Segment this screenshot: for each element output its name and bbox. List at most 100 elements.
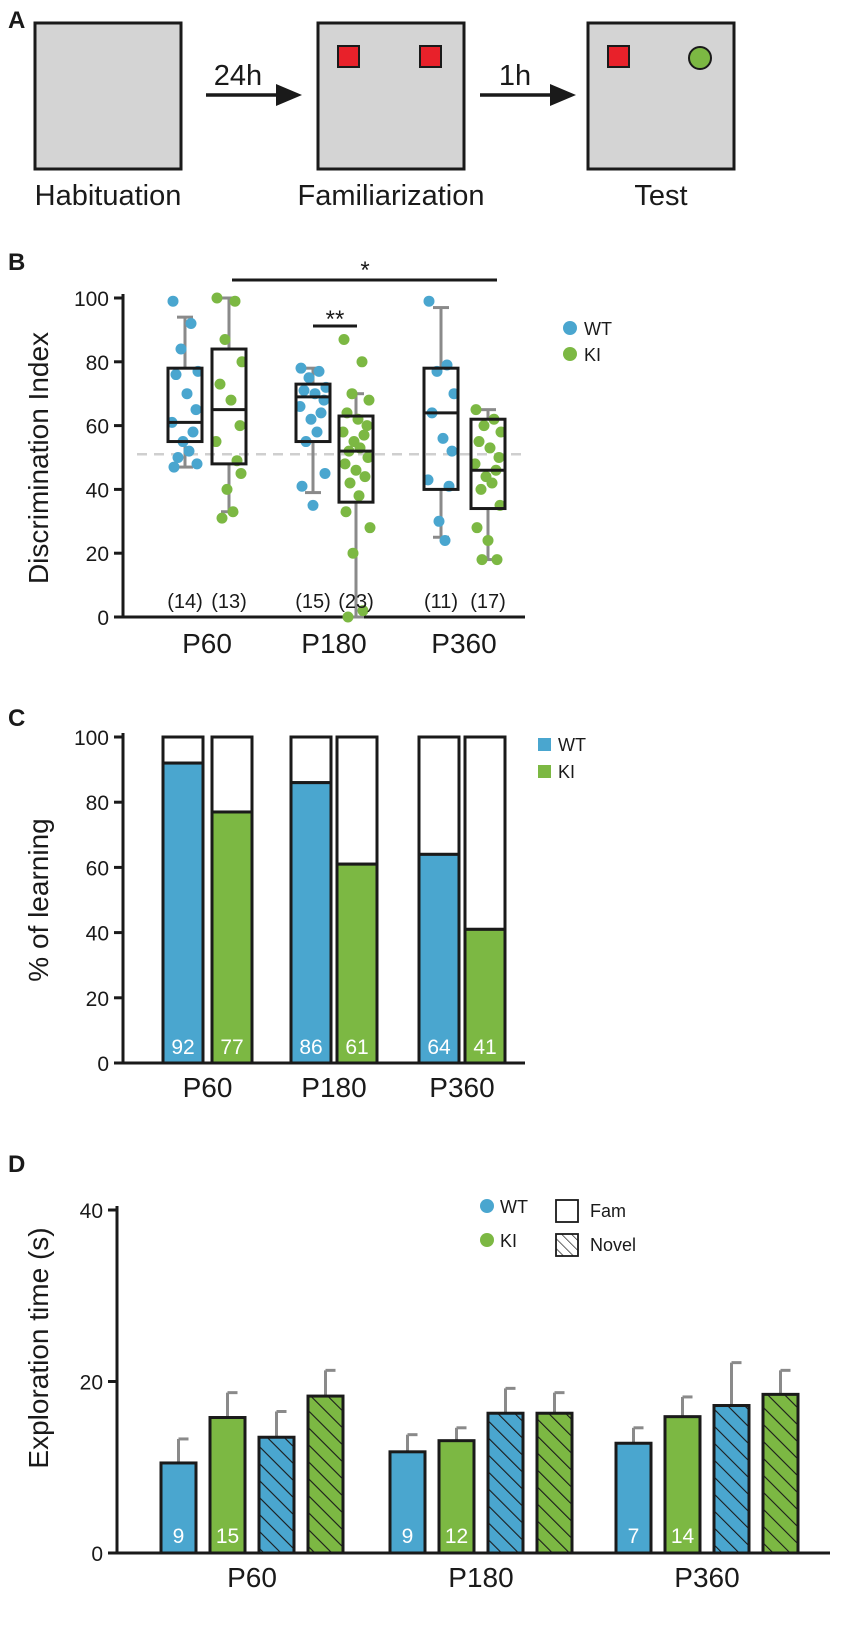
y-tick-label: 0 [97, 1053, 109, 1076]
panel-d: D Exploration time (s) 0 20 40 P60 P180 P360 9… [8, 1151, 830, 1593]
data-point [313, 365, 325, 377]
bar-ki [463, 927, 507, 1065]
arrowhead-24h [276, 84, 302, 106]
box-iqr [294, 382, 332, 444]
legend-ki-label: KI [558, 762, 575, 782]
legend-novel-label: Novel [590, 1235, 636, 1255]
arena-habituation [33, 21, 183, 171]
y-tick-label: 0 [91, 1543, 103, 1566]
legend: WT KI Fam Novel [480, 1197, 636, 1257]
data-point [191, 458, 203, 470]
panel-a: A Habituation 24h Familiarization 1h Tes… [8, 7, 736, 212]
bar-value-label: 86 [299, 1036, 322, 1059]
y-tick-label: 80 [86, 352, 109, 375]
legend-wt-marker [563, 321, 577, 335]
y-tick-label: 100 [74, 727, 109, 750]
data-point [295, 362, 307, 374]
bar-ki-novel [306, 1394, 345, 1555]
bar-ki-fam [208, 1416, 247, 1555]
panel-c: C % of learning 0 20 40 60 80 100 P60 P180 P360 9… [8, 705, 586, 1103]
n-label: (15) [295, 591, 331, 613]
bar-wt-novel [486, 1411, 525, 1555]
data-point [482, 534, 494, 546]
x-category-label: P180 [301, 1072, 366, 1103]
data-point [353, 490, 365, 502]
data-point [363, 394, 375, 406]
data-point [227, 506, 239, 518]
data-point [470, 404, 482, 416]
y-tick-label: 60 [86, 416, 109, 439]
y-tick-label: 40 [86, 923, 109, 946]
x-category-label: P60 [182, 628, 232, 659]
data-point [476, 554, 488, 566]
x-category-label: P60 [183, 1072, 233, 1103]
legend-ki-label: KI [584, 345, 601, 365]
arrowhead-1h [550, 84, 576, 106]
object-green-circle [688, 46, 712, 70]
bar-value-label: 92 [171, 1036, 194, 1059]
box-iqr [422, 366, 460, 491]
data-point [361, 420, 373, 432]
legend-ki-marker [563, 347, 577, 361]
bar-n-label: 15 [216, 1525, 239, 1548]
x-category-label: P360 [429, 1072, 494, 1103]
y-tick-label: 60 [86, 857, 109, 880]
y-tick-label: 20 [86, 988, 109, 1011]
box-iqr [469, 417, 507, 511]
bar-remainder [210, 735, 254, 814]
n-label: (11) [424, 591, 458, 613]
y-tick-label: 20 [80, 1372, 103, 1395]
x-category-label: P60 [227, 1562, 277, 1593]
arena-test [586, 21, 736, 171]
data-point [346, 388, 358, 400]
data-point [234, 420, 246, 432]
data-point [344, 477, 356, 489]
bar-wt-fam [159, 1461, 198, 1555]
data-point [423, 295, 435, 307]
data-point [358, 429, 370, 441]
y-tick-label: 20 [86, 543, 109, 566]
bar-wt-fam [388, 1450, 427, 1555]
data-point [172, 452, 184, 463]
data-point [190, 404, 202, 416]
legend-fam-label: Fam [590, 1201, 626, 1221]
data-point [311, 426, 323, 438]
panel-a-label: A [8, 7, 25, 34]
data-point [347, 547, 359, 559]
panel-b: B Discrimination Index 0 20 40 60 80 100 P60 P1… [8, 249, 612, 659]
data-point [211, 292, 223, 304]
x-category-label: P360 [431, 628, 496, 659]
bar-n-label: 9 [402, 1525, 414, 1548]
n-label: (14) [167, 591, 203, 613]
data-point [229, 295, 241, 307]
significance-label: * [360, 257, 369, 284]
data-point [433, 515, 445, 527]
data-point [185, 318, 197, 330]
data-point [439, 534, 451, 546]
bar-value-label: 61 [345, 1036, 368, 1059]
caption-test: Test [634, 180, 687, 212]
data-point [362, 452, 374, 463]
data-point [315, 407, 327, 419]
data-point [183, 445, 195, 457]
bar-ki-fam [437, 1439, 476, 1555]
data-point [357, 605, 369, 617]
y-axis-title: % of learning [23, 818, 54, 981]
bar-ki-fam [663, 1415, 702, 1555]
data-point [170, 369, 182, 381]
data-point [437, 432, 449, 444]
data-point [235, 467, 247, 479]
x-category-label: P360 [674, 1562, 739, 1593]
x-category-label: P180 [301, 628, 366, 659]
legend-novel-marker [555, 1233, 579, 1257]
data-point [307, 499, 319, 511]
bar-wt [289, 781, 333, 1065]
object-red-square [607, 45, 630, 68]
data-point [475, 483, 487, 495]
legend-wt-marker [538, 738, 551, 751]
y-tick-label: 100 [74, 288, 109, 311]
n-label: (13) [211, 591, 247, 613]
legend-ki-marker [480, 1233, 494, 1247]
data-point [493, 452, 505, 463]
